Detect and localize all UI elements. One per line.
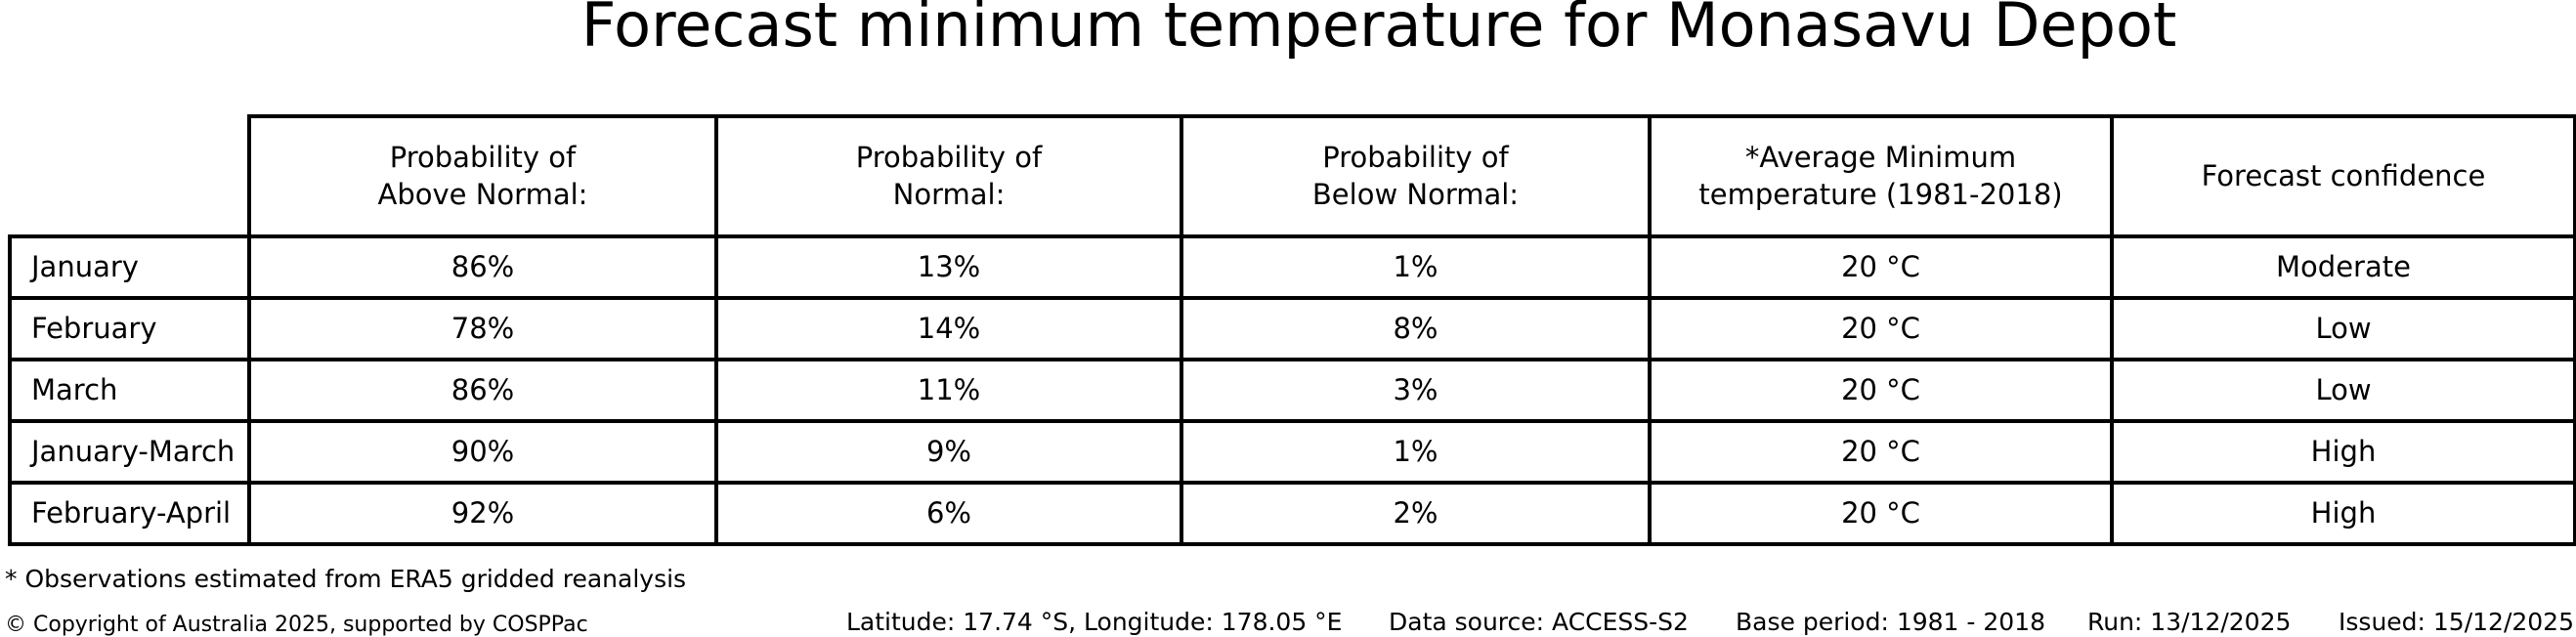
cell-normal: 6% (714, 481, 1183, 546)
data-source-text: Data source: ACCESS-S2 (1389, 608, 1689, 636)
table-row: March 86% 11% 3% 20 °C Low (8, 358, 2576, 423)
column-header-above-normal: Probability of Above Normal: (247, 114, 718, 238)
column-header-below-normal: Probability of Below Normal: (1180, 114, 1652, 238)
cell-average-minimum: 20 °C (1648, 234, 2114, 300)
cell-period: January (8, 234, 251, 300)
cell-normal: 9% (714, 419, 1183, 485)
location-text: Latitude: 17.74 °S, Longitude: 178.05 °E (846, 608, 1343, 636)
cell-period: February (8, 296, 251, 361)
cell-confidence: Low (2110, 358, 2576, 423)
column-header-average-minimum: *Average Minimum temperature (1981-2018) (1648, 114, 2114, 238)
cell-normal: 14% (714, 296, 1183, 361)
column-header-normal: Probability of Normal: (714, 114, 1183, 238)
cell-below-normal: 1% (1180, 419, 1652, 485)
cell-below-normal: 2% (1180, 481, 1652, 546)
cell-period: March (8, 358, 251, 423)
cell-below-normal: 3% (1180, 358, 1652, 423)
cell-confidence: High (2110, 419, 2576, 485)
observations-footnote: * Observations estimated from ERA5 gridd… (5, 565, 687, 593)
cell-above-normal: 86% (247, 234, 718, 300)
table-row: February 78% 14% 8% 20 °C Low (8, 296, 2576, 361)
empty-header-cell (10, 116, 249, 236)
forecast-table: Probability of Above Normal: Probability… (8, 114, 2576, 546)
cell-below-normal: 8% (1180, 296, 1652, 361)
cell-average-minimum: 20 °C (1648, 419, 2114, 485)
cell-above-normal: 92% (247, 481, 718, 546)
page-title: Forecast minimum temperature for Monasav… (580, 0, 2177, 61)
cell-normal: 11% (714, 358, 1183, 423)
table-row: February-April 92% 6% 2% 20 °C High (8, 481, 2576, 546)
cell-above-normal: 78% (247, 296, 718, 361)
cell-below-normal: 1% (1180, 234, 1652, 300)
cell-period: January-March (8, 419, 251, 485)
table-row: January-March 90% 9% 1% 20 °C High (8, 419, 2576, 485)
cell-confidence: Low (2110, 296, 2576, 361)
base-period-text: Base period: 1981 - 2018 (1736, 608, 2045, 636)
issued-date-text: Issued: 15/12/2025 (2339, 608, 2574, 636)
cell-average-minimum: 20 °C (1648, 296, 2114, 361)
cell-period: February-April (8, 481, 251, 546)
cell-above-normal: 86% (247, 358, 718, 423)
cell-normal: 13% (714, 234, 1183, 300)
cell-above-normal: 90% (247, 419, 718, 485)
cell-confidence: Moderate (2110, 234, 2576, 300)
cell-average-minimum: 20 °C (1648, 481, 2114, 546)
table-row: January 86% 13% 1% 20 °C Moderate (8, 234, 2576, 300)
copyright-text: © Copyright of Australia 2025, supported… (5, 613, 588, 637)
run-date-text: Run: 13/12/2025 (2087, 608, 2292, 636)
header-row: Probability of Above Normal: Probability… (10, 114, 2576, 238)
cell-confidence: High (2110, 481, 2576, 546)
cell-average-minimum: 20 °C (1648, 358, 2114, 423)
column-header-forecast-confidence: Forecast confidence (2110, 114, 2576, 238)
